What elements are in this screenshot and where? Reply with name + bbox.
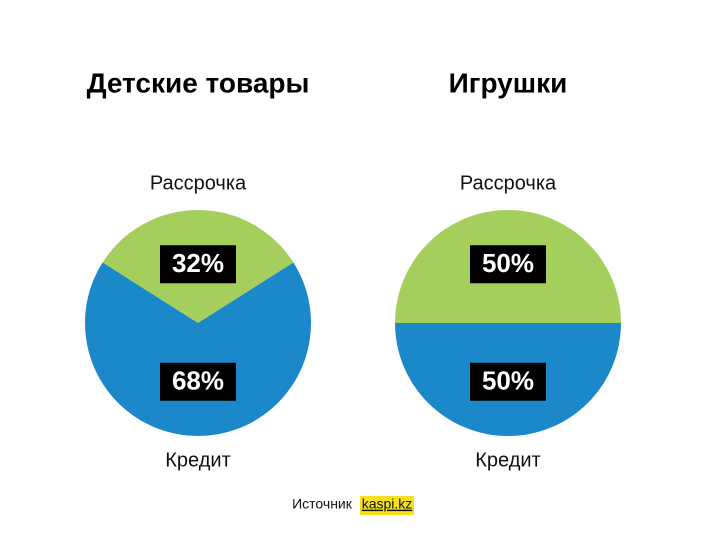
- value-label-box: [470, 245, 546, 284]
- category-label: Рассрочка: [460, 172, 557, 194]
- source-link[interactable]: kaspi.kz: [362, 496, 413, 512]
- pie-slice: [84, 262, 311, 436]
- source-badge[interactable]: [360, 496, 414, 515]
- value-label: 32%: [172, 248, 224, 278]
- category-label: Рассрочка: [150, 172, 247, 194]
- chart-title: Детские товары: [87, 67, 310, 98]
- value-label-box: [470, 362, 546, 401]
- value-label: 68%: [172, 366, 224, 396]
- category-label: Кредит: [475, 449, 540, 471]
- category-label: Кредит: [165, 449, 230, 471]
- value-label-box: [160, 362, 236, 401]
- chart-title: Игрушки: [449, 67, 568, 98]
- value-label: 50%: [482, 248, 534, 278]
- value-label-box: [160, 245, 236, 284]
- value-label: 50%: [482, 366, 534, 396]
- source-label: Источник: [292, 496, 353, 512]
